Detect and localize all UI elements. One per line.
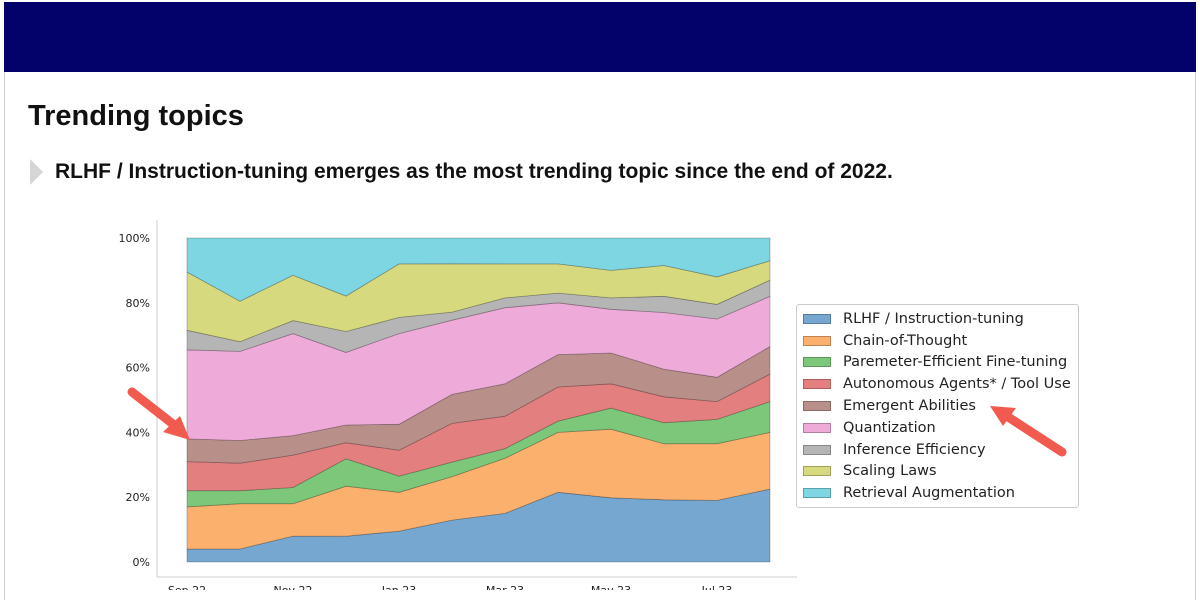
x-tick-label: May 23 <box>591 584 631 590</box>
plot-area <box>187 238 770 562</box>
y-tick-label: 60% <box>126 362 150 375</box>
legend-swatch <box>803 423 831 433</box>
slide-title: Trending topics <box>28 100 244 133</box>
legend-label: Retrieval Augmentation <box>843 485 1015 501</box>
legend-label: Autonomous Agents* / Tool Use <box>843 376 1071 392</box>
x-tick-label: Sep 22 <box>168 584 206 590</box>
x-tick-label: Mar 23 <box>486 584 524 590</box>
legend-item: Chain-of-Thought <box>803 330 1078 352</box>
legend-swatch <box>803 445 831 455</box>
legend-swatch <box>803 488 831 498</box>
legend-label: Emergent Abilities <box>843 398 976 414</box>
legend-item: Retrieval Augmentation <box>803 482 1078 504</box>
chart-legend: RLHF / Instruction-tuning Chain-of-Though… <box>796 304 1079 508</box>
legend-item: Paremeter-Efficient Fine-tuning <box>803 352 1078 374</box>
legend-swatch <box>803 314 831 324</box>
legend-label: Scaling Laws <box>843 463 937 479</box>
legend-label: Quantization <box>843 420 936 436</box>
x-tick-label: Nov 22 <box>274 584 313 590</box>
bullet-point: RLHF / Instruction-tuning emerges as the… <box>30 157 893 187</box>
legend-swatch <box>803 401 831 411</box>
legend-label: Inference Efficiency <box>843 442 986 458</box>
y-tick-label: 100% <box>119 232 150 245</box>
bullet-arrow-icon <box>30 159 43 185</box>
legend-swatch <box>803 466 831 476</box>
y-tick-label: 40% <box>126 426 150 439</box>
legend-item: Scaling Laws <box>803 461 1078 483</box>
legend-label: Paremeter-Efficient Fine-tuning <box>843 354 1067 370</box>
x-tick-label: Jul 23 <box>701 584 733 590</box>
legend-label: RLHF / Instruction-tuning <box>843 311 1024 327</box>
legend-label: Chain-of-Thought <box>843 333 967 349</box>
legend-item: RLHF / Instruction-tuning <box>803 308 1078 330</box>
x-tick-label: Jan 23 <box>381 584 416 590</box>
legend-item: Inference Efficiency <box>803 439 1078 461</box>
y-tick-label: 80% <box>126 297 150 310</box>
y-tick-label: 20% <box>126 491 150 504</box>
y-tick-label: 0% <box>133 556 150 569</box>
stacked-area-chart: 0% 20% 40% 60% 80% 100% Sep 22 Nov 22 Jan 23 Mar … <box>100 215 800 590</box>
legend-item: Quantization <box>803 417 1078 439</box>
header-bar <box>4 2 1196 72</box>
legend-swatch <box>803 357 831 367</box>
legend-swatch <box>803 379 831 389</box>
legend-item: Autonomous Agents* / Tool Use <box>803 373 1078 395</box>
bullet-text: RLHF / Instruction-tuning emerges as the… <box>55 160 893 184</box>
legend-swatch <box>803 336 831 346</box>
legend-item: Emergent Abilities <box>803 395 1078 417</box>
